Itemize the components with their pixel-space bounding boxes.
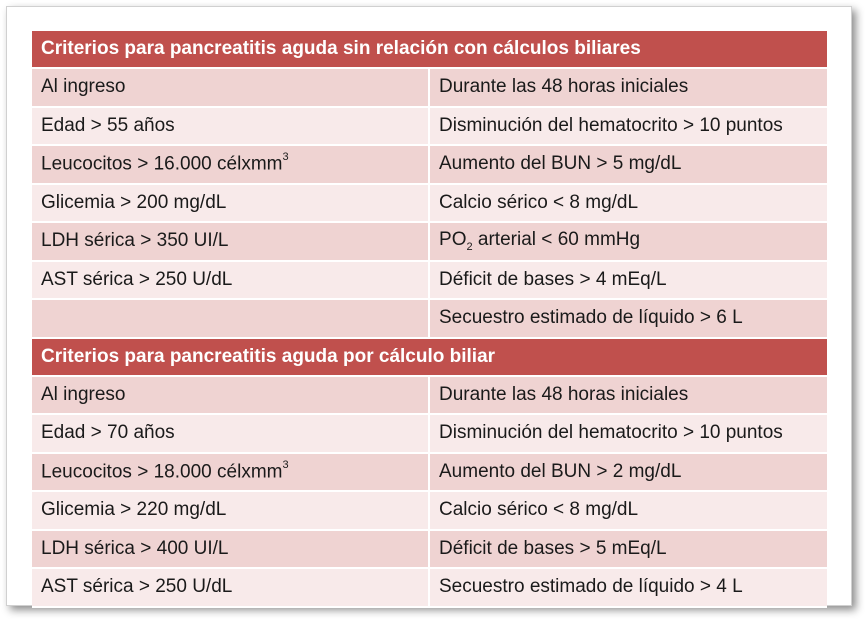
table-row: Secuestro estimado de líquido > 6 L <box>32 299 827 339</box>
section-title: Criterios para pancreatitis aguda por cá… <box>32 337 827 377</box>
admission-criterion: AST sérica > 250 U/dL <box>32 568 430 608</box>
48h-criterion: Secuestro estimado de líquido > 6 L <box>429 299 827 339</box>
table-row: LDH sérica > 350 UI/L PO2 arterial < 60 … <box>32 222 827 262</box>
admission-criterion: Leucocitos > 16.000 célxmm3 <box>32 145 430 185</box>
table-row: Edad > 55 años Disminución del hematocri… <box>32 106 827 146</box>
ranson-criteria-table: Criterios para pancreatitis aguda sin re… <box>32 31 827 608</box>
48h-criterion: Aumento del BUN > 2 mg/dL <box>429 452 827 492</box>
document-card: Criterios para pancreatitis aguda sin re… <box>6 6 852 608</box>
admission-criterion: Al ingreso <box>32 68 430 108</box>
48h-criterion: Disminución del hematocrito > 10 puntos <box>429 414 827 454</box>
table-row: AST sérica > 250 U/dL Secuestro estimado… <box>32 568 827 608</box>
admission-criterion: Edad > 70 años <box>32 414 430 454</box>
admission-criterion: LDH sérica > 350 UI/L <box>32 222 430 262</box>
table-row: AST sérica > 250 U/dL Déficit de bases >… <box>32 260 827 300</box>
48h-criterion: Déficit de bases > 4 mEq/L <box>429 260 827 300</box>
admission-criterion: Glicemia > 200 mg/dL <box>32 183 430 223</box>
table-row: Glicemia > 220 mg/dL Calcio sérico < 8 m… <box>32 491 827 531</box>
table-row: Al ingreso Durante las 48 horas iniciale… <box>32 68 827 108</box>
table-row: Leucocitos > 18.000 célxmm3 Aumento del … <box>32 452 827 492</box>
admission-criterion: Leucocitos > 18.000 célxmm3 <box>32 452 430 492</box>
table-row: Edad > 70 años Disminución del hematocri… <box>32 414 827 454</box>
48h-criterion: PO2 arterial < 60 mmHg <box>429 222 827 262</box>
admission-criterion: Edad > 55 años <box>32 106 430 146</box>
48h-criterion: Déficit de bases > 5 mEq/L <box>429 529 827 569</box>
section-header: Criterios para pancreatitis aguda sin re… <box>32 31 827 69</box>
table-row: LDH sérica > 400 UI/L Déficit de bases >… <box>32 529 827 569</box>
48h-criterion: Calcio sérico < 8 mg/dL <box>429 183 827 223</box>
admission-criterion: AST sérica > 250 U/dL <box>32 260 430 300</box>
48h-criterion: Calcio sérico < 8 mg/dL <box>429 491 827 531</box>
48h-criterion: Durante las 48 horas iniciales <box>429 375 827 415</box>
table-row: Leucocitos > 16.000 célxmm3 Aumento del … <box>32 145 827 185</box>
table-row: Glicemia > 200 mg/dL Calcio sérico < 8 m… <box>32 183 827 223</box>
section-header: Criterios para pancreatitis aguda por cá… <box>32 337 827 377</box>
48h-criterion: Aumento del BUN > 5 mg/dL <box>429 145 827 185</box>
table-row: Al ingreso Durante las 48 horas iniciale… <box>32 375 827 415</box>
section-title: Criterios para pancreatitis aguda sin re… <box>32 31 827 69</box>
admission-criterion: Al ingreso <box>32 375 430 415</box>
48h-criterion: Secuestro estimado de líquido > 4 L <box>429 568 827 608</box>
48h-criterion: Disminución del hematocrito > 10 puntos <box>429 106 827 146</box>
admission-criterion <box>32 299 430 339</box>
48h-criterion: Durante las 48 horas iniciales <box>429 68 827 108</box>
admission-criterion: Glicemia > 220 mg/dL <box>32 491 430 531</box>
admission-criterion: LDH sérica > 400 UI/L <box>32 529 430 569</box>
